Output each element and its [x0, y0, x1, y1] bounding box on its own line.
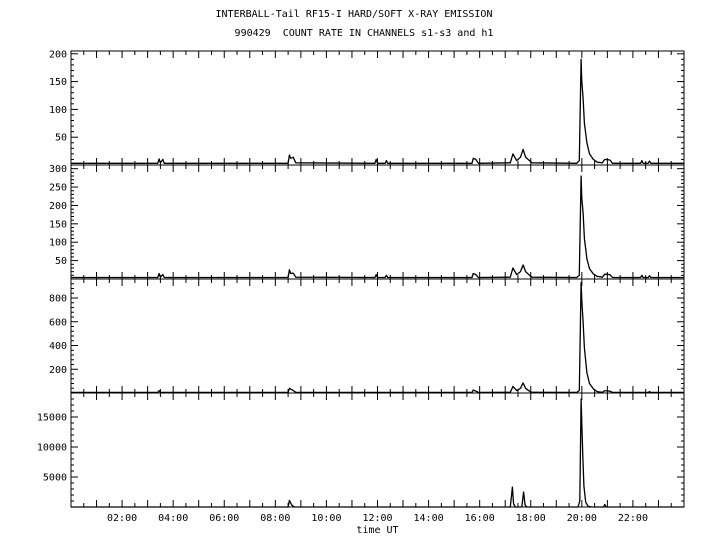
- y-tick-label: 100: [49, 105, 67, 116]
- chart-subtitle: 990429 COUNT RATE IN CHANNELS s1-s3 and …: [234, 28, 494, 39]
- data-trace-panel-4: [71, 398, 684, 508]
- y-tick-label: 150: [49, 219, 67, 230]
- x-tick-label: 08:00: [260, 513, 290, 524]
- y-tick-label: 50: [55, 256, 67, 267]
- panel-frame: [70, 392, 685, 508]
- x-tick-label: 12:00: [362, 513, 392, 524]
- y-tick-label: 5000: [43, 473, 67, 484]
- y-tick-label: 200: [49, 201, 67, 212]
- chart-title: INTERBALL-Tail RF15-I HARD/SOFT X-RAY EM…: [215, 9, 493, 20]
- y-tick-label: 50: [55, 133, 67, 144]
- panel-frame: [70, 278, 685, 394]
- y-tick-label: 200: [49, 365, 67, 376]
- x-axis-label: time UT: [356, 525, 398, 536]
- x-tick-label: 20:00: [567, 513, 597, 524]
- x-tick-label: 22:00: [618, 513, 648, 524]
- panel-4: 5000 10000 15000: [37, 392, 685, 508]
- y-tick-label: 15000: [37, 413, 67, 424]
- x-tick-label: 02:00: [107, 513, 137, 524]
- x-tick-label: 06:00: [209, 513, 239, 524]
- panel-2: 50 100 150 200 250 300: [49, 164, 685, 280]
- x-tick-label: 16:00: [465, 513, 495, 524]
- data-trace-panel-3: [71, 281, 684, 394]
- panel-3: 200 400 600 800: [49, 278, 685, 394]
- panel-1: 50 100 150 200: [49, 49, 685, 166]
- y-tick-label: 800: [49, 294, 67, 305]
- data-trace-panel-1: [71, 58, 684, 164]
- x-tick-label: 04:00: [158, 513, 188, 524]
- y-tick-label: 10000: [37, 443, 67, 454]
- y-tick-label: 100: [49, 238, 67, 249]
- y-tick-label: 200: [49, 49, 67, 60]
- x-tick-label: 18:00: [516, 513, 546, 524]
- y-tick-label: 150: [49, 77, 67, 88]
- y-tick-label: 400: [49, 341, 67, 352]
- y-tick-label: 600: [49, 317, 67, 328]
- y-tick-label: 300: [49, 164, 67, 175]
- x-tick-label: 10:00: [311, 513, 341, 524]
- panel-frame: [70, 164, 685, 280]
- y-tick-label: 250: [49, 183, 67, 194]
- panel-frame: [70, 50, 685, 166]
- data-trace-panel-2: [71, 175, 684, 279]
- x-tick-label: 14:00: [414, 513, 444, 524]
